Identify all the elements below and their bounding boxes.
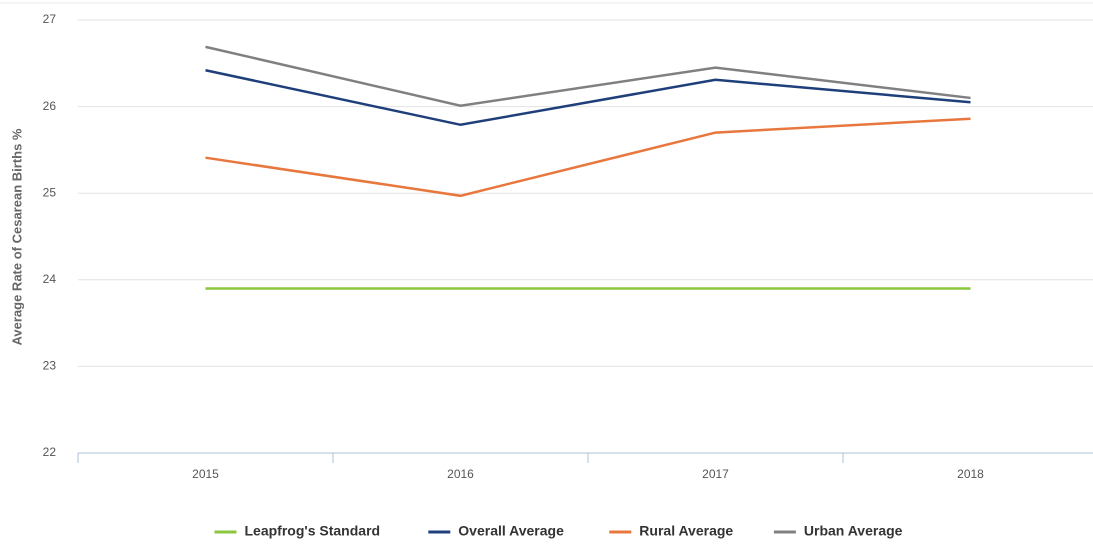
y-axis-title: Average Rate of Cesarean Births %	[9, 128, 24, 345]
legend-label: Overall Average	[458, 523, 564, 539]
legend-label: Leapfrog's Standard	[245, 523, 381, 539]
y-tick-label: 25	[43, 185, 57, 199]
y-tick-label: 26	[43, 99, 57, 113]
series-line	[205, 117, 971, 198]
y-tick-label: 22	[43, 445, 57, 459]
x-tick-label: 2015	[192, 467, 219, 481]
y-tick-label: 24	[43, 272, 57, 286]
x-tick-label: 2017	[702, 467, 729, 481]
x-tick-label: 2018	[957, 467, 984, 481]
legend-label: Rural Average	[639, 523, 733, 539]
series-line	[205, 69, 971, 127]
legend-label: Urban Average	[804, 523, 903, 539]
y-tick-label: 23	[43, 359, 57, 373]
y-tick-label: 27	[43, 12, 57, 26]
series-line	[205, 45, 971, 108]
x-tick-label: 2016	[447, 467, 474, 481]
